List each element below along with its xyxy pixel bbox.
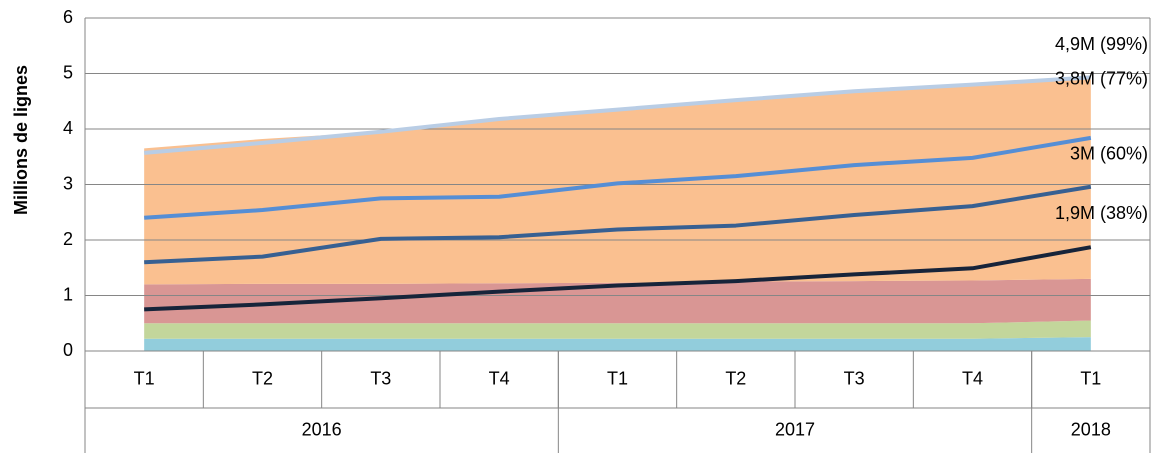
data-label: 3M (60%) xyxy=(1070,143,1148,163)
x-group-label: 2016 xyxy=(302,419,342,439)
y-tick-label: 6 xyxy=(63,7,73,27)
area xyxy=(144,320,1091,339)
area xyxy=(144,278,1091,324)
line xyxy=(143,75,1091,155)
y-tick-label: 0 xyxy=(63,340,73,360)
x-tick-label: T2 xyxy=(252,368,273,388)
x-tick-label: T4 xyxy=(962,368,983,388)
data-label: 1,9M (38%) xyxy=(1055,203,1148,223)
x-tick-label: T4 xyxy=(489,368,510,388)
data-label: 3,8M (77%) xyxy=(1055,69,1148,89)
x-group-label: 2017 xyxy=(775,419,815,439)
x-tick-label: T1 xyxy=(134,368,155,388)
line xyxy=(144,135,1092,220)
y-axis-label: Millions de lignes xyxy=(11,65,31,215)
x-tick-label: T2 xyxy=(725,368,746,388)
y-tick-label: 5 xyxy=(63,62,73,82)
line xyxy=(144,184,1092,265)
y-tick-label: 3 xyxy=(63,173,73,193)
x-group-label: 2018 xyxy=(1071,419,1111,439)
line xyxy=(144,245,1092,312)
y-tick-label: 1 xyxy=(63,284,73,304)
x-tick-label: T1 xyxy=(1080,368,1101,388)
x-tick-label: T3 xyxy=(844,368,865,388)
data-label: 4,9M (99%) xyxy=(1055,34,1148,54)
area xyxy=(144,337,1091,351)
x-tick-label: T3 xyxy=(370,368,391,388)
y-tick-label: 2 xyxy=(63,229,73,249)
y-tick-label: 4 xyxy=(63,118,73,138)
x-tick-label: T1 xyxy=(607,368,628,388)
